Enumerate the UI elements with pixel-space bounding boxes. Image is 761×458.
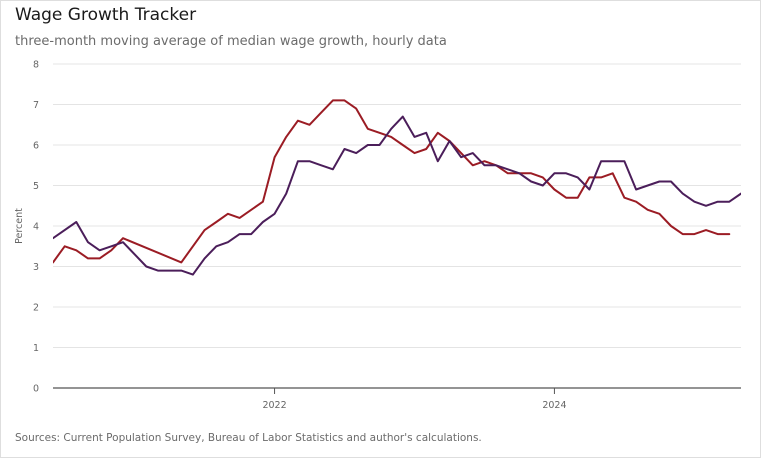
y-tick-label: 1 bbox=[33, 343, 39, 354]
chart-source-note: Sources: Current Population Survey, Bure… bbox=[15, 432, 482, 444]
y-tick-label: 2 bbox=[33, 303, 39, 314]
y-tick-label: 5 bbox=[33, 181, 39, 192]
chart-subtitle: three-month moving average of median wag… bbox=[15, 34, 447, 49]
y-tick-label: 0 bbox=[33, 384, 39, 395]
y-tick-label: 6 bbox=[33, 141, 39, 152]
series-line-2 bbox=[53, 115, 741, 276]
chart-title: Wage Growth Tracker bbox=[15, 5, 197, 25]
y-tick-label: 4 bbox=[33, 222, 39, 233]
y-tick-label: 3 bbox=[33, 262, 39, 273]
x-tick-label: 2024 bbox=[542, 400, 566, 411]
y-tick-label: 7 bbox=[33, 100, 39, 111]
series-line-1 bbox=[53, 99, 731, 264]
x-tick-label: 2022 bbox=[262, 400, 286, 411]
y-tick-label: 8 bbox=[33, 60, 39, 71]
y-axis-title: Percent bbox=[14, 208, 25, 244]
